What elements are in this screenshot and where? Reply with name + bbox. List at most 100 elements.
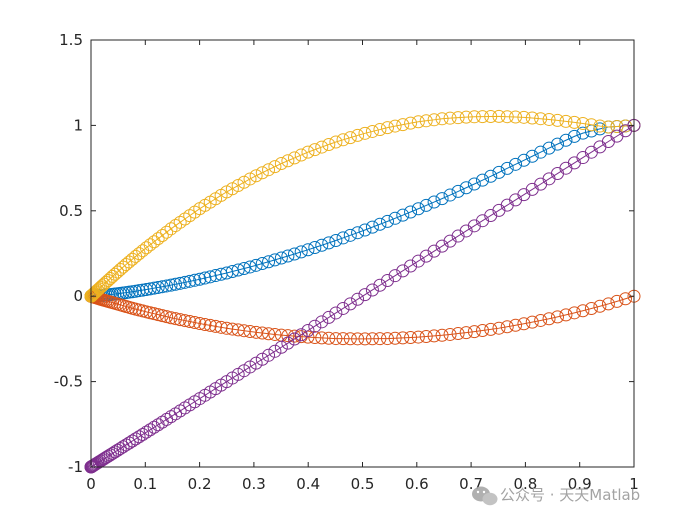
data-point <box>435 239 449 253</box>
y-tick-label: 0 <box>73 287 83 305</box>
data-point <box>509 110 523 124</box>
data-point <box>567 115 581 129</box>
data-point <box>125 434 139 448</box>
data-point <box>336 231 350 245</box>
x-axis: 0 0.1 0.2 0.3 0.4 0.5 0.6 0.7 0.8 0.9 1 <box>86 40 639 493</box>
data-point <box>484 109 498 123</box>
data-point <box>294 328 308 342</box>
data-point <box>287 329 301 343</box>
data-point <box>435 112 449 126</box>
data-point <box>593 122 607 136</box>
data-point <box>193 272 207 286</box>
data-point <box>209 319 223 333</box>
data-point <box>249 325 263 339</box>
data-point <box>427 244 441 258</box>
data-point <box>467 177 481 191</box>
watermark: 公众号 · 天天Matlab <box>472 486 640 506</box>
data-point <box>404 331 418 345</box>
data-point <box>373 278 387 292</box>
data-point <box>322 236 336 250</box>
x-tick-label: 0.9 <box>568 475 592 493</box>
data-point <box>509 318 523 332</box>
data-point <box>380 121 394 135</box>
series-layer <box>84 109 641 474</box>
data-point <box>396 208 410 222</box>
data-point <box>301 330 315 344</box>
data-point <box>459 110 473 124</box>
data-point <box>301 324 315 337</box>
data-point <box>336 301 350 315</box>
x-tick-label: 0.3 <box>242 475 266 493</box>
x-tick-label: 0.1 <box>133 475 157 493</box>
data-point <box>451 111 465 125</box>
data-point <box>351 128 365 142</box>
data-point <box>419 198 433 212</box>
data-point <box>559 114 573 128</box>
data-point <box>173 215 187 229</box>
y-tick-label: 1 <box>73 116 83 134</box>
data-point <box>262 255 276 269</box>
data-point <box>308 319 322 333</box>
data-point <box>281 336 295 350</box>
data-point <box>255 166 269 180</box>
data-point <box>576 126 590 140</box>
data-point <box>435 328 449 342</box>
data-point <box>601 297 615 311</box>
data-point <box>618 119 632 133</box>
data-point <box>249 356 263 370</box>
data-point <box>534 145 548 159</box>
data-point <box>365 124 379 138</box>
data-point <box>404 116 418 130</box>
y-tick-label: 1.5 <box>59 31 83 49</box>
data-point <box>160 310 174 324</box>
data-point <box>308 143 322 157</box>
data-point <box>443 188 457 202</box>
data-point <box>584 301 598 315</box>
data-point <box>249 169 263 183</box>
data-point <box>155 280 169 294</box>
data-point <box>500 320 514 334</box>
data-point <box>343 228 357 242</box>
data-point <box>193 317 207 331</box>
series-3 <box>84 109 641 303</box>
data-point <box>388 331 402 345</box>
data-point <box>559 133 573 147</box>
data-point <box>164 311 178 325</box>
data-point <box>484 169 498 183</box>
data-point <box>358 126 372 140</box>
data-point <box>500 110 514 124</box>
data-point <box>147 235 161 249</box>
data-point <box>119 438 133 452</box>
data-point <box>178 212 192 226</box>
data-point <box>143 282 157 296</box>
data-point <box>268 253 282 267</box>
data-point <box>287 247 301 261</box>
data-point <box>610 294 624 308</box>
data-point <box>358 332 372 346</box>
data-point <box>198 271 212 285</box>
data-point <box>329 135 343 149</box>
data-point <box>237 175 251 189</box>
data-point <box>151 308 165 322</box>
data-point <box>396 331 410 345</box>
data-point <box>287 332 301 346</box>
data-point <box>343 297 357 311</box>
data-point <box>419 329 433 343</box>
data-point <box>94 280 108 294</box>
data-point <box>404 259 418 273</box>
data-point <box>237 262 251 276</box>
data-point <box>388 269 402 283</box>
data-point <box>373 217 387 231</box>
data-point <box>618 292 632 306</box>
data-point <box>404 205 418 219</box>
data-point <box>336 133 350 147</box>
data-point <box>183 274 197 288</box>
data-point <box>255 326 269 340</box>
data-point <box>255 257 269 271</box>
data-point <box>492 321 506 335</box>
data-point <box>151 280 165 294</box>
data-point <box>139 425 153 439</box>
data-point <box>525 149 539 163</box>
data-point <box>301 145 315 159</box>
